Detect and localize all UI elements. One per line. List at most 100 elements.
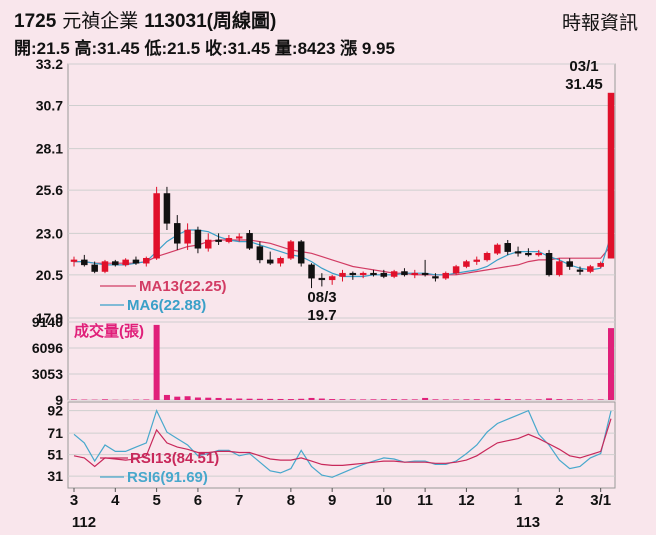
- volume-bar: [277, 398, 284, 400]
- x-tick-label: 9: [328, 492, 336, 509]
- candle-body: [494, 244, 501, 254]
- volume-bar: [515, 399, 522, 400]
- candle-body: [132, 259, 140, 264]
- candle: [535, 249, 542, 257]
- volume-tick-label: 9140: [32, 314, 63, 330]
- candle: [525, 248, 532, 257]
- rsi-line: [73, 408, 612, 478]
- rsi-line: [73, 418, 612, 468]
- volume-bar: [287, 399, 294, 400]
- candle-body: [401, 271, 408, 276]
- change-value: 9.95: [361, 39, 395, 58]
- candle-body: [370, 272, 377, 276]
- chart-header: 1725 元禎企業 113031(周線圖) 時報資訊 開:21.5 高:31.45 …: [0, 0, 656, 62]
- volume-bar: [484, 399, 491, 400]
- close-value: 31.45: [227, 39, 271, 58]
- rsi-tick-label: 51: [47, 447, 63, 463]
- candle: [246, 230, 253, 250]
- candle: [349, 271, 357, 280]
- chart-title: 1725 元禎企業 113031(周線圖): [14, 6, 276, 33]
- candle-body: [473, 259, 480, 262]
- volume-bar: [370, 399, 377, 400]
- candle-body: [442, 272, 450, 279]
- volume-bar: [432, 399, 439, 400]
- volume-bar: [267, 398, 274, 400]
- x-tick-label: 3: [70, 492, 78, 509]
- candle: [91, 261, 98, 274]
- candle-body: [235, 236, 243, 239]
- candle: [339, 269, 346, 282]
- candle-body: [514, 251, 522, 254]
- candle: [174, 215, 181, 250]
- candle: [235, 233, 243, 242]
- candle: [432, 273, 439, 282]
- candle: [194, 226, 202, 254]
- candle: [81, 254, 88, 267]
- candle-body: [163, 193, 171, 224]
- high-value: 31.45: [97, 39, 140, 58]
- y-tick-label: 30.7: [36, 98, 63, 114]
- x-tick-label: 12: [458, 492, 475, 509]
- candle: [225, 234, 233, 244]
- candle-body: [328, 276, 336, 281]
- volume-bar: [608, 328, 614, 400]
- high-annotation-value: 31.45: [565, 76, 603, 93]
- volume-bar: [349, 399, 356, 400]
- volume-bar: [422, 397, 429, 400]
- close-label: 收: [204, 39, 222, 58]
- rsi13-legend-label: RSI13(84.51): [130, 450, 219, 467]
- volume-bar: [339, 399, 346, 400]
- volume-bar: [504, 399, 511, 400]
- volume-tick-label: 9: [55, 392, 63, 408]
- candle: [70, 256, 78, 267]
- candle-body: [390, 271, 398, 277]
- volume-bar: [194, 397, 201, 400]
- candle: [473, 256, 480, 265]
- low-annotation-value: 19.7: [307, 307, 336, 324]
- candle-body: [576, 269, 584, 272]
- candle: [184, 223, 191, 250]
- volume-bar: [546, 398, 553, 400]
- candle: [132, 256, 140, 265]
- volume-bar: [71, 399, 77, 400]
- candle-body: [81, 259, 88, 266]
- candle-body: [184, 229, 191, 244]
- volume-bar: [494, 398, 501, 400]
- volume-bar: [205, 397, 212, 400]
- candle: [122, 258, 129, 267]
- candle-body: [463, 261, 470, 267]
- volume-tick-label: 6096: [32, 340, 63, 356]
- candle-body: [143, 257, 150, 264]
- candle-body: [607, 92, 615, 259]
- x-tick-label: 6: [194, 492, 202, 509]
- volume-title: 成交量(張): [74, 322, 144, 340]
- candle-body: [215, 239, 222, 242]
- candle-body: [256, 246, 264, 261]
- volume-bar: [298, 398, 305, 400]
- volume-bar: [597, 399, 604, 400]
- candle: [514, 246, 522, 257]
- candle: [287, 239, 295, 260]
- candle-body: [297, 241, 305, 264]
- panel-frame: [67, 401, 616, 489]
- candle-body: [70, 259, 78, 262]
- candle-body: [452, 266, 460, 274]
- candle: [143, 256, 150, 267]
- x-tick-label: 5: [152, 492, 160, 509]
- volume-bar: [360, 399, 367, 400]
- candle-body: [266, 259, 274, 264]
- x-tick-label: 2: [555, 492, 563, 509]
- candle: [401, 268, 408, 277]
- candle-body: [504, 243, 511, 252]
- volume-bar: [556, 399, 563, 400]
- volume-bar: [236, 398, 243, 400]
- high-annotation-date: 03/1: [569, 58, 598, 75]
- candle-body: [287, 241, 295, 259]
- y-tick-label: 25.6: [36, 182, 63, 198]
- candle-body: [174, 223, 181, 244]
- rsi-tick-label: 92: [47, 403, 63, 419]
- candle-body: [421, 272, 429, 276]
- candle: [215, 233, 222, 245]
- candle: [545, 249, 553, 277]
- candle: [163, 186, 171, 231]
